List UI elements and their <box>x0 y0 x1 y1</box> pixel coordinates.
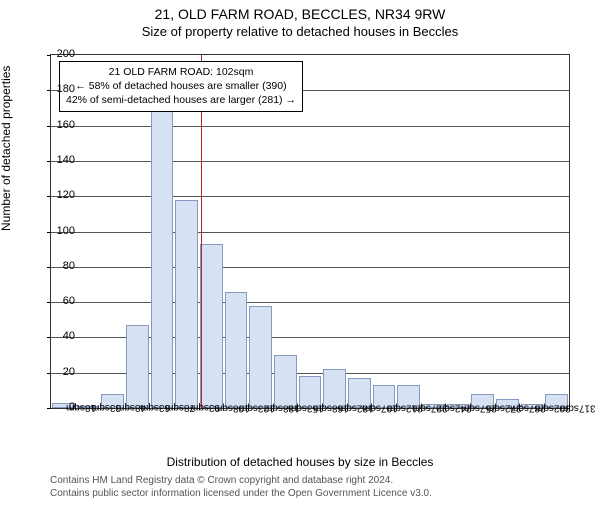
gridline <box>51 161 569 162</box>
ytick-label: 60 <box>45 295 75 307</box>
plot-area: 21 OLD FARM ROAD: 102sqm← 58% of detache… <box>50 54 570 409</box>
histogram-bar <box>274 355 297 408</box>
footer-line: Contains HM Land Registry data © Crown c… <box>50 474 432 487</box>
histogram-bar <box>249 306 272 408</box>
gridline <box>51 267 569 268</box>
ytick-label: 120 <box>45 189 75 201</box>
page-title: 21, OLD FARM ROAD, BECCLES, NR34 9RW <box>0 6 600 22</box>
footer-attribution: Contains HM Land Registry data © Crown c… <box>50 474 432 500</box>
gridline <box>51 196 569 197</box>
histogram-bar <box>175 200 198 408</box>
histogram-bar <box>225 292 248 408</box>
ytick-label: 180 <box>45 83 75 95</box>
histogram-bar <box>126 325 149 408</box>
gridline <box>51 232 569 233</box>
histogram-bar <box>151 94 174 408</box>
ytick-label: 140 <box>45 154 75 166</box>
info-box-line: ← 58% of detached houses are smaller (39… <box>66 79 296 93</box>
x-axis-label: Distribution of detached houses by size … <box>0 455 600 469</box>
y-axis-label: Number of detached properties <box>0 66 13 231</box>
info-box-line: 21 OLD FARM ROAD: 102sqm <box>66 65 296 79</box>
chart-subtitle: Size of property relative to detached ho… <box>0 24 600 39</box>
chart-container: 21, OLD FARM ROAD, BECCLES, NR34 9RW Siz… <box>0 6 600 506</box>
ytick-label: 100 <box>45 225 75 237</box>
ytick-label: 80 <box>45 260 75 272</box>
ytick-label: 160 <box>45 119 75 131</box>
footer-line: Contains public sector information licen… <box>50 487 432 500</box>
ytick-label: 40 <box>45 330 75 342</box>
ytick-label: 20 <box>45 366 75 378</box>
ytick-label: 200 <box>45 48 75 60</box>
gridline <box>51 126 569 127</box>
info-box: 21 OLD FARM ROAD: 102sqm← 58% of detache… <box>59 61 303 112</box>
gridline <box>51 302 569 303</box>
info-box-line: 42% of semi-detached houses are larger (… <box>66 93 296 107</box>
histogram-bar <box>200 244 223 408</box>
